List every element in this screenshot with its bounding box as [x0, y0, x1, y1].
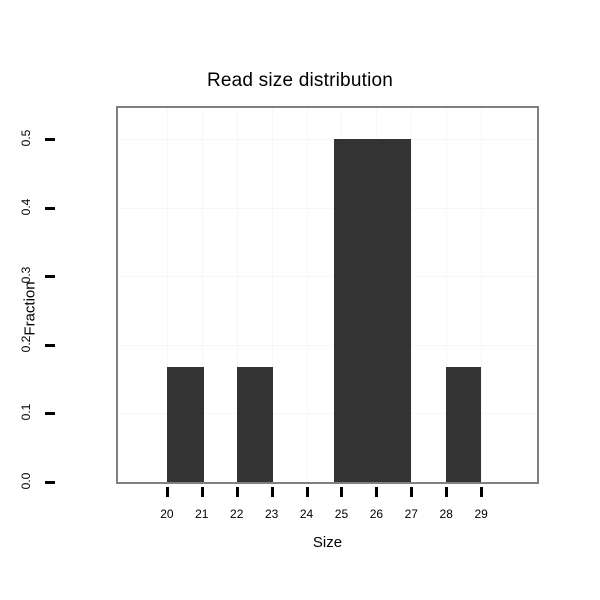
grid-line-horizontal — [118, 482, 537, 483]
grid-line-vertical — [306, 108, 308, 482]
grid-line-vertical — [271, 108, 273, 482]
grid-line-horizontal — [118, 207, 537, 209]
x-tick-label: 22 — [230, 507, 244, 521]
y-tick-label: 0.1 — [19, 404, 33, 421]
x-tick-label: 25 — [334, 507, 349, 521]
y-tick-label: 0.2 — [19, 335, 33, 353]
x-tick-label: 21 — [195, 507, 209, 521]
grid-line-horizontal — [118, 276, 537, 278]
x-tick-label: 23 — [264, 507, 279, 521]
x-tick-mark — [375, 487, 379, 497]
y-tick-label: 0.0 — [19, 472, 33, 490]
y-tick-mark — [45, 343, 55, 347]
x-tick-mark — [340, 487, 344, 497]
grid-layer — [118, 108, 537, 482]
x-tick-mark — [445, 487, 449, 497]
y-tick-mark — [45, 275, 55, 279]
x-tick-label: 28 — [439, 507, 453, 521]
x-tick-label: 27 — [404, 507, 418, 521]
x-tick-label: 26 — [369, 507, 384, 521]
x-tick-label: 20 — [160, 507, 174, 521]
x-tick-mark — [480, 487, 484, 497]
bar — [446, 367, 482, 482]
grid-line-horizontal — [118, 344, 537, 346]
grid-line-horizontal — [118, 413, 537, 415]
x-tick-mark — [200, 487, 204, 497]
bar — [166, 367, 204, 482]
y-axis: Fraction 0.0 0.1 0.2 0.3 0.4 0.5 — [0, 0, 116, 600]
y-tick-mark — [45, 481, 55, 484]
x-tick-mark — [165, 487, 169, 497]
grid-line-vertical — [201, 108, 203, 482]
grid-line-vertical — [236, 108, 238, 482]
x-tick-mark — [305, 487, 309, 497]
plot-panel — [116, 106, 539, 484]
bar — [236, 367, 274, 482]
x-tick-label: 24 — [299, 507, 314, 521]
bars-layer — [118, 108, 537, 482]
y-tick-mark — [45, 137, 55, 141]
x-tick-label: 29 — [474, 507, 488, 521]
y-tick-mark — [45, 412, 55, 416]
x-axis-title: Size — [312, 534, 343, 551]
x-tick-mark — [410, 487, 414, 497]
grid-line-horizontal — [118, 138, 537, 140]
grid-line-vertical — [166, 108, 168, 482]
x-tick-mark — [270, 487, 274, 497]
y-tick-label: 0.3 — [19, 266, 33, 284]
bar — [334, 138, 412, 482]
grid-line-vertical — [446, 108, 448, 482]
y-tick-label: 0.4 — [19, 198, 33, 215]
grid-line-vertical — [411, 108, 413, 482]
x-tick-mark — [235, 487, 239, 497]
y-tick-label: 0.5 — [19, 129, 33, 147]
chart-title: Read size distribution — [206, 70, 394, 91]
grid-line-vertical — [481, 108, 483, 482]
y-tick-mark — [45, 206, 55, 210]
